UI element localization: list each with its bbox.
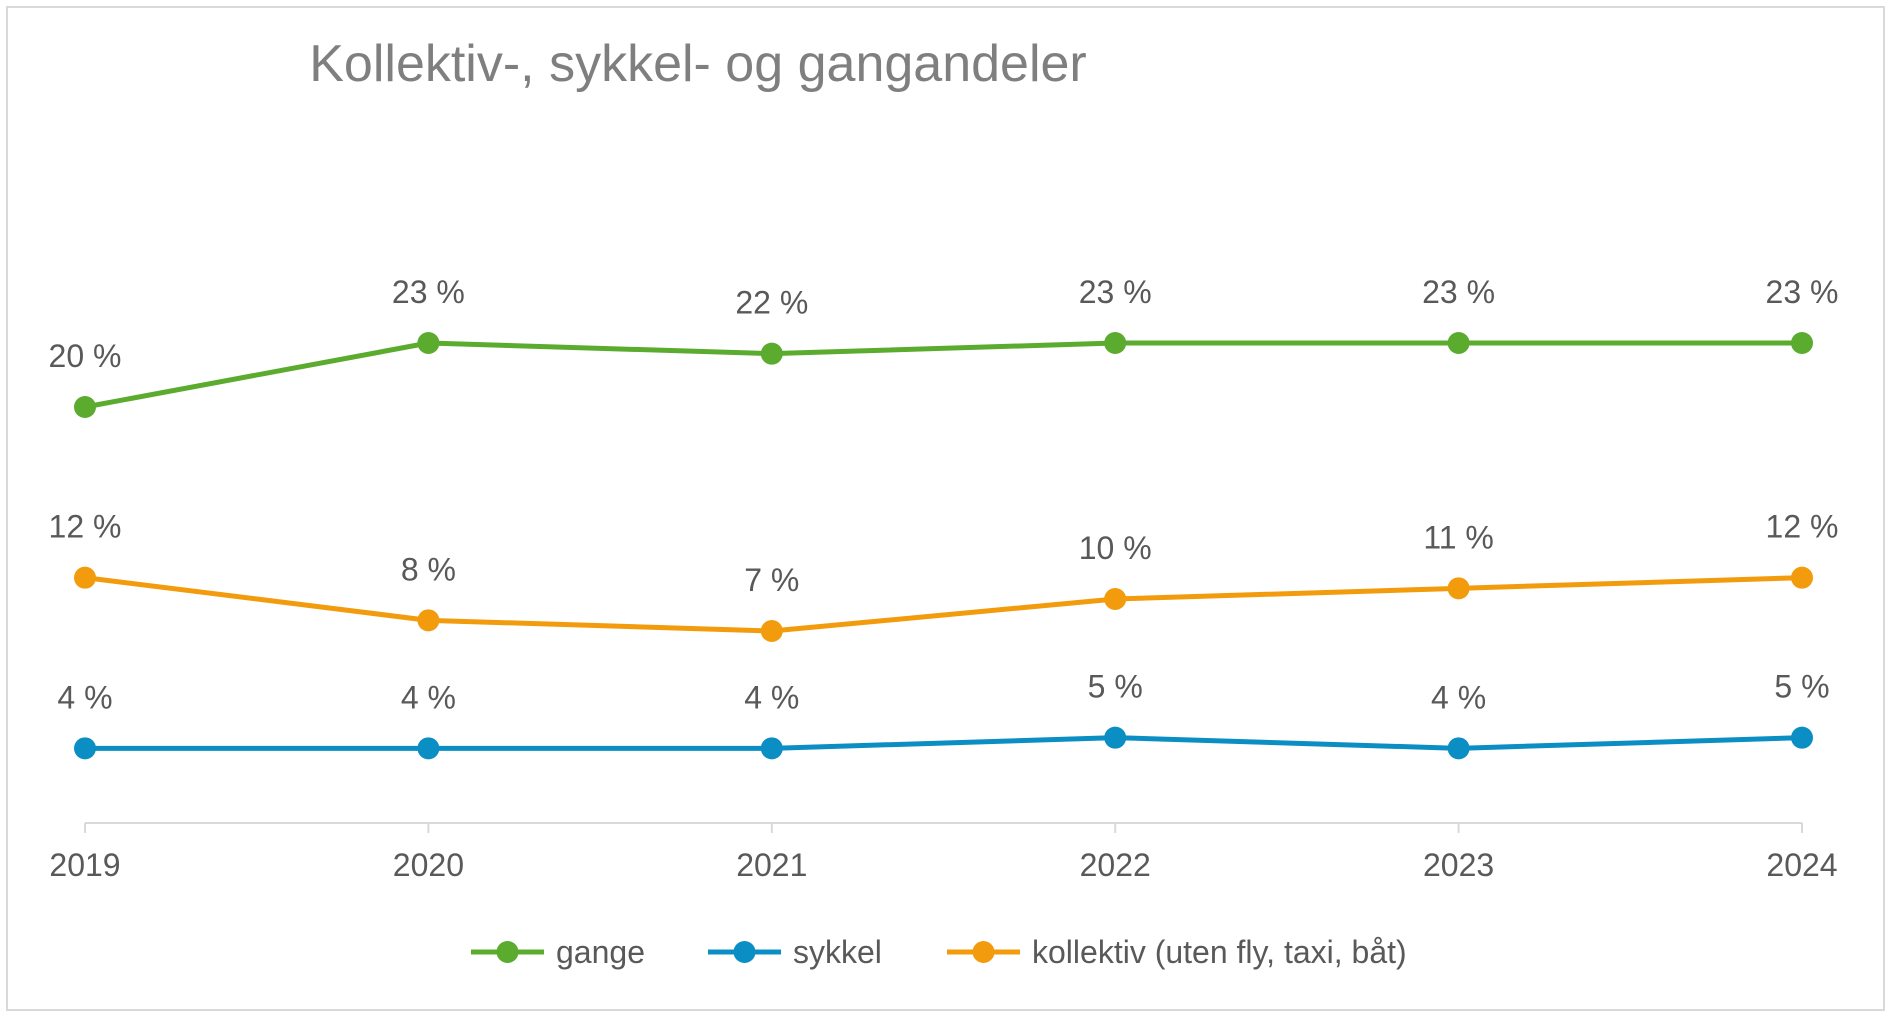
data-label: 10 % [1079, 530, 1152, 566]
data-point [1104, 588, 1127, 610]
data-label: 12 % [1766, 509, 1839, 545]
plot-area [74, 332, 1813, 760]
legend-label: kollektiv (uten fly, taxi, båt) [1032, 934, 1407, 970]
data-point [1104, 726, 1127, 749]
legend-label: gange [556, 934, 645, 970]
x-axis: 2019 2020 2021 2022 2023 2024 [49, 822, 1838, 883]
legend: gange sykkel kollektiv (uten fly, taxi, bå… [471, 934, 1407, 970]
series-line-sykkel [82, 735, 1805, 751]
data-point [417, 737, 440, 760]
data-label: 5 % [1774, 669, 1829, 705]
data-label: 23 % [1766, 274, 1839, 310]
x-tick-label: 2020 [393, 847, 464, 883]
data-label: 5 % [1088, 669, 1143, 705]
data-point [760, 342, 783, 365]
x-tick-label: 2023 [1423, 847, 1494, 883]
data-label: 23 % [1422, 274, 1495, 310]
data-label: 8 % [401, 551, 456, 587]
data-label: 4 % [744, 679, 799, 715]
data-label: 4 % [401, 679, 456, 715]
data-label: 22 % [735, 285, 808, 321]
data-label: 23 % [392, 274, 465, 310]
data-point [74, 737, 96, 760]
chart-frame: Kollektiv-, sykkel- og gangandeler 2019 2… [6, 6, 1885, 1011]
legend-swatch-marker [972, 941, 995, 963]
x-tick-label: 2024 [1766, 847, 1837, 883]
data-labels: 20 % 23 % 22 % 23 % 23 % 23 % 4 % 4 % 4 % 5 % 4 % 5… [49, 274, 1839, 715]
data-point [1791, 566, 1813, 589]
data-point [74, 396, 96, 418]
data-point [74, 566, 96, 589]
data-label: 4 % [57, 679, 112, 715]
data-label: 12 % [49, 509, 122, 545]
chart-canvas: Kollektiv-, sykkel- og gangandeler 2019 2… [49, 35, 1839, 970]
legend-swatch-marker [733, 941, 756, 963]
data-point [760, 737, 783, 760]
data-label: 7 % [744, 562, 799, 598]
data-point [1791, 726, 1813, 749]
x-tick-label: 2021 [736, 847, 807, 883]
data-point [417, 332, 440, 354]
legend-label: sykkel [793, 934, 882, 970]
legend-swatch-marker [496, 941, 519, 963]
data-label: 20 % [49, 338, 122, 374]
series-line-gange [82, 340, 1805, 410]
data-point [1791, 332, 1813, 354]
series-line-kollektiv [82, 575, 1805, 634]
x-tick-label: 2022 [1080, 847, 1151, 883]
data-point [417, 609, 440, 632]
data-point [760, 620, 783, 642]
data-point [1104, 332, 1127, 354]
data-point [1447, 577, 1470, 600]
x-tick-label: 2019 [49, 847, 120, 883]
chart-title: Kollektiv-, sykkel- og gangandeler [309, 35, 1087, 93]
data-label: 23 % [1079, 274, 1152, 310]
data-point [1447, 332, 1470, 354]
data-label: 4 % [1431, 679, 1486, 715]
data-point [1447, 737, 1470, 760]
data-label: 11 % [1423, 519, 1494, 555]
